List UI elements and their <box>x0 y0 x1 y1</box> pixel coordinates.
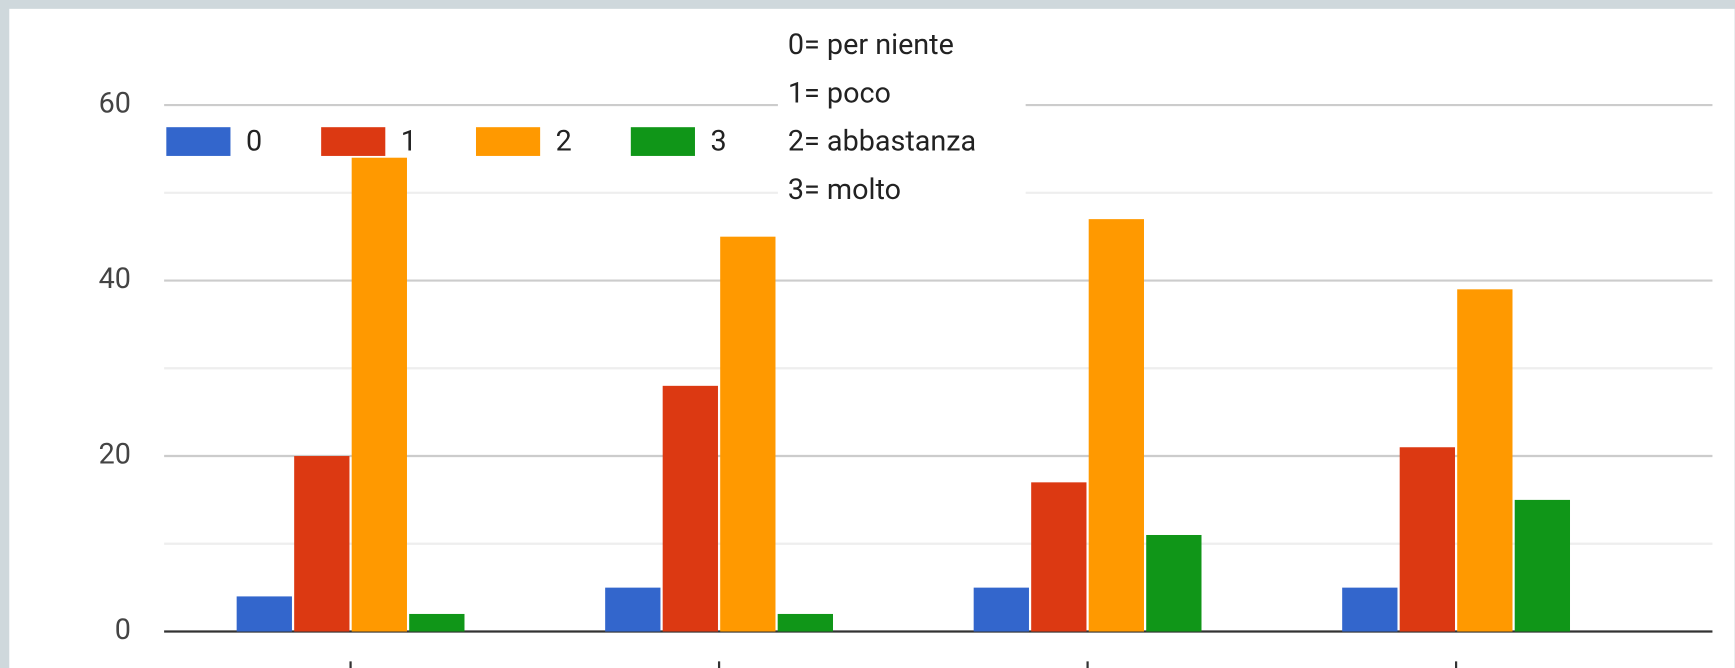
bar <box>1457 289 1513 632</box>
bar <box>409 613 465 632</box>
legend-swatch <box>630 127 695 156</box>
bar <box>1031 482 1087 632</box>
bar <box>1514 499 1571 632</box>
bar <box>1088 219 1144 632</box>
legend-swatch <box>166 127 231 156</box>
annotation: 1= poco <box>788 76 891 110</box>
legend-label: 1 <box>401 124 417 158</box>
legend-label: 2 <box>556 124 572 158</box>
legend-swatch <box>321 127 386 156</box>
bar <box>720 236 776 632</box>
y-tick-label: 60 <box>99 87 131 121</box>
bar <box>973 587 1029 632</box>
y-tick-label: 20 <box>99 438 131 472</box>
bar <box>294 456 350 632</box>
y-tick-label: 0 <box>115 613 131 647</box>
legend-swatch <box>475 127 541 156</box>
annotation: 3= molto <box>788 173 901 207</box>
annotation: 0= per niente <box>788 28 954 62</box>
bar <box>777 613 833 632</box>
y-tick-label: 40 <box>99 262 131 296</box>
bar <box>351 157 407 632</box>
bar <box>605 587 661 632</box>
bar <box>1146 534 1202 632</box>
annotation: 2= abbastanza <box>788 125 976 159</box>
bar <box>1399 447 1455 632</box>
bar <box>236 596 292 632</box>
legend-label: 0 <box>246 124 262 158</box>
bar <box>662 385 718 632</box>
bar <box>1342 587 1398 632</box>
legend-label: 3 <box>710 124 726 158</box>
annotation-box <box>777 24 1026 213</box>
